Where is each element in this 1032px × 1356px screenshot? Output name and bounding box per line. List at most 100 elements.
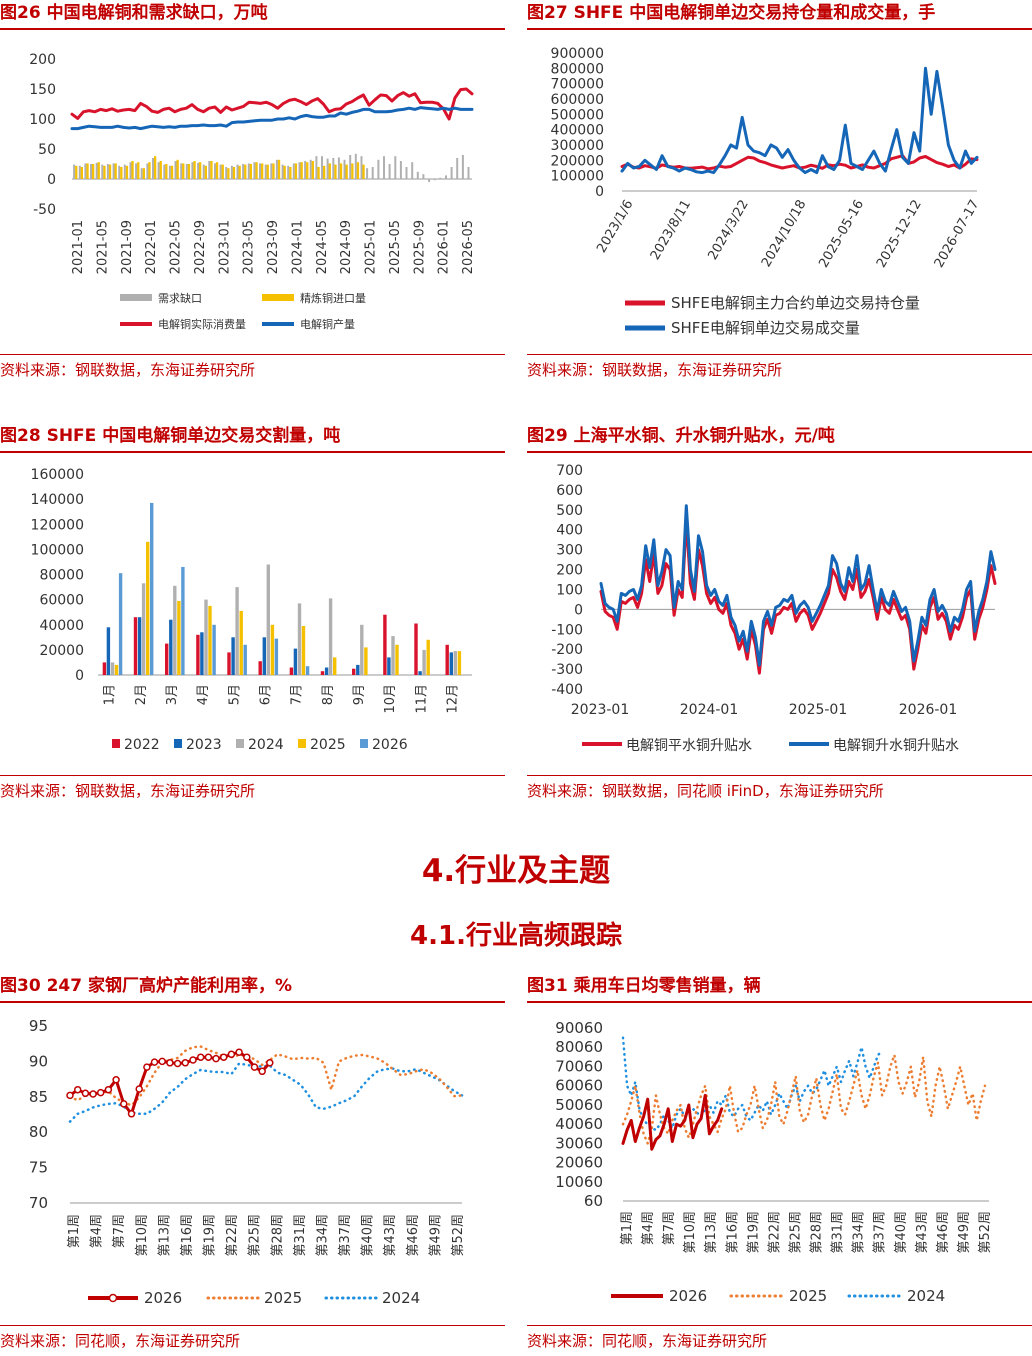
bar-2026 bbox=[274, 638, 279, 675]
bar-refined-imports bbox=[204, 165, 207, 179]
bar-refined-imports bbox=[345, 164, 348, 179]
bar-demand-gap bbox=[411, 162, 414, 179]
section-heading: 4.行业及主题 bbox=[421, 853, 611, 889]
x-tick-label: 第22周 bbox=[767, 1211, 782, 1254]
bar-2023 bbox=[169, 619, 173, 675]
chart-panel-fig28: 图28 SHFE 中国电解铜单边交易交割量，吨 160000 140000 1200… bbox=[0, 423, 505, 805]
bar-refined-imports bbox=[125, 165, 129, 179]
bar-demand-gap bbox=[326, 158, 329, 179]
x-tick-label: 第49周 bbox=[428, 1214, 443, 1257]
x-tick-label: 第34周 bbox=[852, 1211, 867, 1254]
bar-demand-gap bbox=[157, 162, 160, 179]
bar-2023 bbox=[293, 648, 298, 675]
bar-refined-imports bbox=[244, 164, 247, 179]
y-tick-label: 20000 bbox=[39, 643, 84, 659]
x-tick-label: 第19周 bbox=[746, 1211, 761, 1254]
bar-2025 bbox=[395, 644, 399, 675]
x-tick-label: 第46周 bbox=[936, 1211, 951, 1254]
bar-2024 bbox=[453, 651, 457, 675]
bar-demand-gap bbox=[78, 165, 81, 179]
bar-refined-imports bbox=[170, 165, 174, 179]
bar-demand-gap bbox=[168, 165, 171, 179]
legend-label: 电解铜平水铜升贴水 bbox=[626, 738, 752, 754]
bar-demand-gap bbox=[456, 158, 459, 179]
y-tick-label: 140000 bbox=[31, 492, 84, 508]
y-tick-label: 100 bbox=[29, 112, 56, 128]
bar-2022 bbox=[102, 662, 107, 675]
x-tick-label: 2026-01 bbox=[899, 702, 958, 718]
bar-demand-gap bbox=[146, 163, 149, 179]
bar-demand-gap bbox=[332, 158, 335, 179]
line-2025 bbox=[68, 1045, 464, 1107]
legend-label: 2024 bbox=[907, 1287, 945, 1305]
bar-refined-imports bbox=[232, 167, 236, 179]
bar-2024 bbox=[391, 636, 395, 675]
x-tick-label: 第4周 bbox=[90, 1214, 105, 1248]
bar-demand-gap bbox=[349, 155, 352, 179]
bar-2023 bbox=[449, 652, 453, 675]
y-tick-label: 900000 bbox=[551, 46, 604, 62]
bar-2022 bbox=[133, 617, 138, 675]
bar-2024 bbox=[422, 649, 426, 675]
x-tick-label: 第10周 bbox=[683, 1211, 698, 1254]
x-tick-label: 2025-01 bbox=[364, 220, 379, 274]
bar-2026 bbox=[150, 502, 154, 675]
x-tick-label: 2023-01 bbox=[217, 220, 232, 274]
chart-panel-fig31: 图31 乘用车日均零售销量，辆 90060 80060 70060 60060 5006… bbox=[527, 973, 1032, 1355]
bar-demand-gap bbox=[321, 156, 323, 179]
bar-2024 bbox=[297, 603, 302, 675]
x-tick-label: 第19周 bbox=[203, 1214, 218, 1257]
bar-2026 bbox=[118, 573, 123, 675]
chart-source: 资料来源：钢联数据，东海证券研究所 bbox=[0, 775, 505, 804]
chart-source: 资料来源：同花顺，东海证券研究所 bbox=[0, 1325, 505, 1354]
x-tick-label: 第16周 bbox=[725, 1211, 740, 1254]
y-tick-label: 200 bbox=[556, 563, 583, 579]
bar-refined-imports bbox=[80, 167, 83, 179]
legend-label: 2025 bbox=[789, 1287, 827, 1305]
bar-demand-gap bbox=[84, 163, 87, 179]
section-subheading: 4.1.行业高频跟踪 bbox=[410, 921, 622, 951]
x-tick-label: 第40周 bbox=[361, 1214, 376, 1257]
line-2025 bbox=[621, 1053, 987, 1145]
y-tick-label: 150 bbox=[29, 82, 56, 98]
y-tick-label: 600000 bbox=[551, 92, 604, 108]
bar-refined-imports bbox=[328, 163, 331, 179]
x-tick-label: 11月 bbox=[414, 684, 429, 714]
bar-demand-gap bbox=[185, 164, 188, 179]
x-tick-label: 第34周 bbox=[315, 1214, 330, 1257]
x-tick-label: 第43周 bbox=[383, 1214, 398, 1257]
bar-demand-gap bbox=[270, 163, 273, 179]
bar-refined-imports bbox=[255, 162, 258, 179]
y-tick-label: 40000 bbox=[39, 618, 84, 634]
x-tick-label: 第7周 bbox=[112, 1214, 127, 1248]
y-tick-label: 95 bbox=[29, 1017, 48, 1035]
y-tick-label: 80000 bbox=[39, 568, 84, 584]
y-tick-label: 30060 bbox=[555, 1134, 603, 1152]
x-tick-label: 2025-12-12 bbox=[874, 198, 925, 271]
y-tick-label: -100 bbox=[551, 622, 583, 638]
bar-2025 bbox=[333, 657, 337, 675]
bar-demand-gap bbox=[394, 156, 397, 179]
bar-demand-gap bbox=[152, 158, 154, 179]
bar-refined-imports bbox=[283, 165, 286, 179]
legend-label: SHFE电解铜单边交易成交量 bbox=[671, 319, 860, 337]
bar-refined-imports bbox=[306, 162, 309, 179]
x-tick-label: 第10周 bbox=[135, 1214, 150, 1257]
bar-demand-gap bbox=[383, 156, 385, 179]
bar-2023 bbox=[356, 664, 360, 675]
point-2026 bbox=[204, 1053, 213, 1061]
line-volume bbox=[620, 66, 979, 175]
x-tick-label: 2023-05 bbox=[242, 220, 257, 274]
y-tick-label: 75 bbox=[29, 1159, 48, 1177]
bar-2024 bbox=[173, 585, 177, 675]
x-tick-label: 第46周 bbox=[406, 1214, 421, 1257]
line-2024 bbox=[621, 1036, 884, 1132]
y-tick-label: -200 bbox=[551, 642, 583, 658]
bar-demand-gap bbox=[112, 163, 115, 179]
legend-swatch bbox=[298, 739, 306, 748]
x-tick-label: 第4周 bbox=[641, 1211, 656, 1245]
bar-refined-imports bbox=[272, 163, 275, 179]
y-tick-label: 70 bbox=[29, 1194, 48, 1212]
y-tick-label: -50 bbox=[33, 202, 56, 218]
y-tick-label: 80060 bbox=[555, 1038, 603, 1056]
